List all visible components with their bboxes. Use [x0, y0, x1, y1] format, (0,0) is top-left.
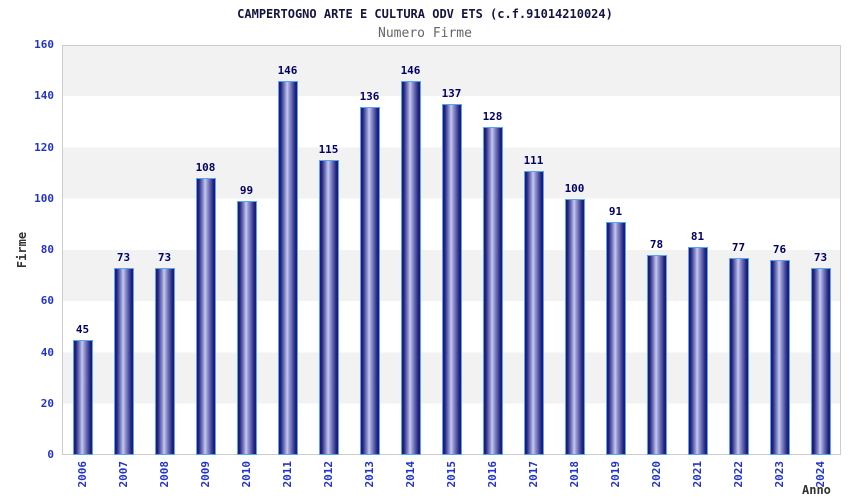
y-tick-label: 140	[34, 89, 54, 103]
x-axis-title: Anno	[802, 483, 831, 497]
x-tick-label: 2018	[567, 461, 581, 488]
bar-2020	[646, 255, 667, 455]
bar-value-label: 137	[441, 86, 462, 100]
chart-subtitle: Numero Firme	[378, 26, 472, 41]
x-tick-label: 2017	[526, 461, 540, 488]
bar-2022	[728, 257, 749, 455]
bar-2006	[72, 339, 93, 455]
bar-2017	[523, 170, 544, 455]
bar-2014	[400, 80, 421, 455]
bar-2009	[195, 178, 216, 455]
x-tick-label: 2010	[239, 461, 253, 488]
bar-2007	[113, 267, 134, 455]
x-tick-label: 2014	[403, 461, 417, 488]
bar-2015	[441, 103, 462, 455]
y-tick-label: 100	[34, 191, 54, 205]
bar-value-label: 128	[482, 110, 503, 123]
y-tick-label: 0	[47, 448, 54, 461]
bar-2011	[277, 80, 298, 455]
y-tick-label: 120	[34, 140, 54, 154]
y-tick-label: 160	[34, 38, 54, 51]
bar-2016	[482, 127, 503, 455]
bar-value-label: 100	[564, 181, 585, 195]
bar-value-label: 73	[813, 250, 828, 264]
bar-2024	[810, 267, 831, 455]
y-tick-label: 80	[40, 243, 54, 256]
bar-value-label: 73	[116, 250, 131, 264]
chart-title: CAMPERTOGNO ARTE E CULTURA ODV ETS (c.f.…	[237, 7, 613, 21]
x-tick-label: 2012	[321, 461, 335, 488]
bar-2008	[154, 267, 175, 455]
x-tick-label: 2013	[362, 461, 376, 488]
bar-2012	[318, 160, 339, 455]
x-tick-label: 2019	[608, 461, 622, 488]
bar-value-label: 91	[608, 204, 623, 218]
x-tick-label: 2016	[485, 461, 499, 488]
x-tick-label: 2007	[116, 461, 130, 488]
bar-value-label: 76	[772, 243, 787, 257]
y-tick-label: 60	[40, 294, 54, 308]
bar-2019	[605, 221, 626, 455]
x-tick-label: 2009	[198, 461, 212, 488]
bar-value-label: 136	[359, 89, 380, 103]
bar-2013	[359, 106, 380, 455]
bar-value-label: 146	[277, 63, 298, 77]
x-tick-label: 2011	[280, 461, 294, 488]
bar-2023	[769, 260, 790, 455]
bar-value-label: 115	[318, 143, 339, 157]
bar-value-label: 77	[731, 240, 746, 254]
x-tick-label: 2015	[444, 461, 458, 488]
x-tick-label: 2023	[772, 461, 786, 488]
y-tick-label: 20	[40, 396, 54, 410]
bar-value-label: 108	[195, 161, 216, 175]
x-tick-label: 2008	[157, 461, 171, 488]
bar-2021	[687, 247, 708, 455]
x-tick-label: 2006	[75, 461, 89, 488]
bar-value-label: 78	[649, 238, 664, 252]
x-tick-label: 2022	[731, 461, 745, 488]
bar-value-label: 146	[400, 63, 421, 77]
bar-2018	[564, 198, 585, 455]
bar-value-label: 99	[239, 184, 254, 198]
bar-value-label: 45	[75, 322, 90, 336]
y-tick-label: 40	[40, 345, 54, 359]
bar-value-label: 111	[523, 153, 544, 167]
bar-2010	[236, 201, 257, 455]
bar-value-label: 73	[157, 250, 172, 264]
x-tick-label: 2021	[690, 461, 704, 488]
x-tick-label: 2020	[649, 461, 663, 488]
bar-value-label: 81	[690, 230, 705, 244]
